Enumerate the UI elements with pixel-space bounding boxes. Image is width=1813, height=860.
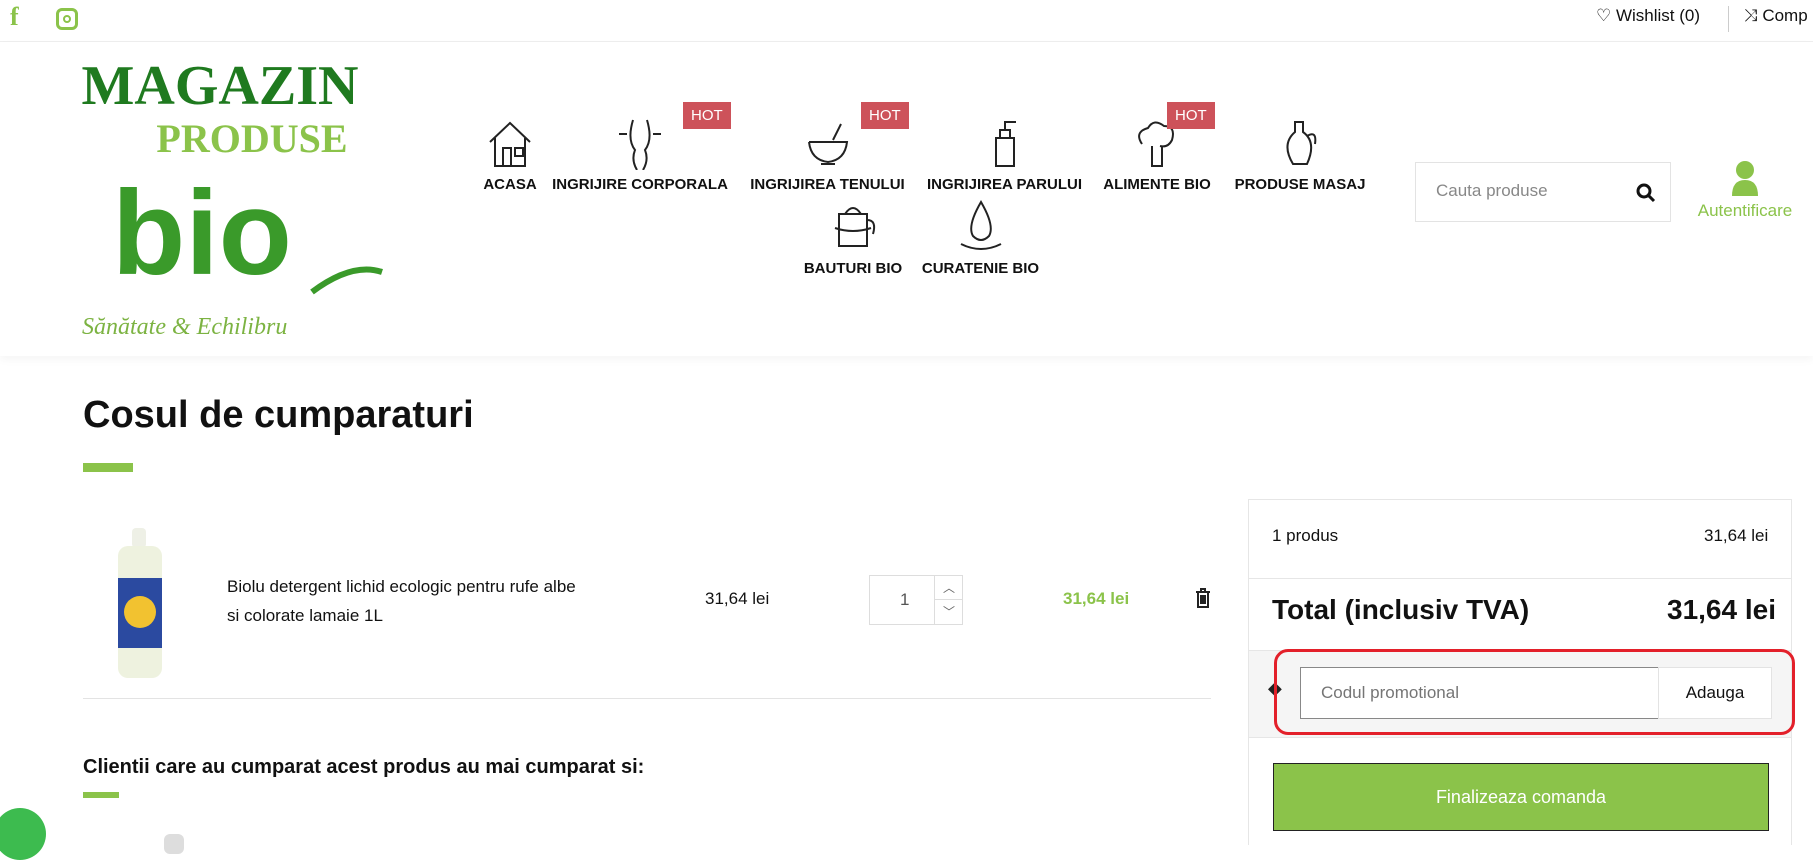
nav-item-acasa[interactable]: ACASA: [480, 118, 540, 193]
waist-icon: [619, 119, 661, 170]
hot-badge: HOT: [861, 102, 909, 129]
svg-text:Sănătate & Echilibru: Sănătate & Echilibru: [82, 314, 287, 340]
quantity-stepper[interactable]: 1 ︿ ﹀: [869, 575, 963, 625]
whatsapp-icon[interactable]: [0, 808, 46, 860]
shuffle-icon: ⤨: [1744, 6, 1763, 25]
checkout-button[interactable]: Finalizeaza comanda: [1273, 763, 1769, 831]
nav-item-alimente-bio[interactable]: ALIMENTE BIO: [1097, 118, 1217, 193]
mortar-icon: [807, 123, 848, 165]
title-underline: [83, 463, 133, 472]
divider: [83, 698, 1211, 699]
house-icon: [489, 121, 531, 167]
quantity-input[interactable]: 1: [900, 590, 910, 609]
nav-item-produse-masaj[interactable]: PRODUSE MASAJ: [1230, 118, 1370, 193]
search-input[interactable]: Cauta produse: [1436, 181, 1548, 200]
decrement-button[interactable]: ﹀: [934, 600, 963, 624]
facebook-icon[interactable]: f: [10, 2, 19, 31]
hot-badge: HOT: [683, 102, 731, 129]
unit-price: 31,64 lei: [705, 589, 770, 608]
water-drop-icon: [960, 200, 1001, 250]
related-underline: [83, 792, 119, 798]
nav-item-bauturi-bio[interactable]: BAUTURI BIO: [798, 198, 908, 277]
divider: [1249, 578, 1791, 579]
total-label: Total (inclusiv TVA): [1272, 594, 1530, 625]
soap-bottle-icon: [994, 121, 1016, 167]
compare-link[interactable]: ⤨ Comp: [1744, 6, 1808, 25]
highlight-outline: [1274, 649, 1795, 735]
top-bar: f ♡ Wishlist (0) ⤨ Comp: [0, 0, 1813, 42]
nav-item-ingrijire-corporala[interactable]: INGRIJIRE CORPORALA: [550, 118, 730, 193]
item-count: 1 produs: [1272, 526, 1339, 545]
search-icon[interactable]: [1636, 183, 1656, 203]
total-value: 31,64 lei: [1667, 594, 1776, 625]
product-name[interactable]: Biolu detergent lichid ecologic pentru r…: [227, 577, 576, 625]
trash-icon[interactable]: [1195, 588, 1211, 608]
login-link[interactable]: Autentificare: [1690, 160, 1800, 221]
broccoli-icon: [1138, 121, 1174, 167]
svg-text:bio: bio: [112, 166, 292, 300]
search-box[interactable]: Cauta produse: [1415, 162, 1671, 222]
divider: [1728, 6, 1729, 32]
related-product-image[interactable]: [164, 834, 184, 854]
svg-text:MAGAZIN: MAGAZIN: [82, 55, 359, 117]
increment-button[interactable]: ︿: [934, 576, 963, 600]
oil-jug-icon: [1286, 121, 1317, 165]
apply-promo-button[interactable]: Adauga: [1658, 667, 1772, 719]
heart-icon: ♡: [1596, 6, 1616, 25]
site-logo[interactable]: MAGAZIN PRODUSE bio Sănătate & Echilibru: [12, 52, 428, 342]
nav-item-curatenie-bio[interactable]: CURATENIE BIO: [918, 198, 1043, 277]
order-summary: [1248, 499, 1792, 845]
line-total: 31,64 lei: [1063, 589, 1130, 608]
wishlist-link[interactable]: ♡ Wishlist (0): [1596, 6, 1701, 25]
subtotal: 31,64 lei: [1704, 526, 1769, 545]
instagram-icon[interactable]: [56, 8, 78, 30]
svg-text:PRODUSE: PRODUSE: [156, 116, 347, 161]
related-title: Clientii care au cumparat acest produs a…: [83, 756, 645, 778]
product-image[interactable]: [112, 528, 168, 680]
teapot-icon: [834, 207, 876, 247]
user-icon: [1732, 161, 1758, 196]
hot-badge: HOT: [1167, 102, 1215, 129]
promo-code-input[interactable]: [1300, 667, 1659, 719]
nav-item-ingrijirea-tenului[interactable]: INGRIJIREA TENULUI: [745, 118, 910, 193]
nav-item-ingrijirea-parului[interactable]: INGRIJIREA PARULUI: [922, 118, 1087, 193]
page-title: Cosul de cumparaturi: [83, 394, 474, 436]
